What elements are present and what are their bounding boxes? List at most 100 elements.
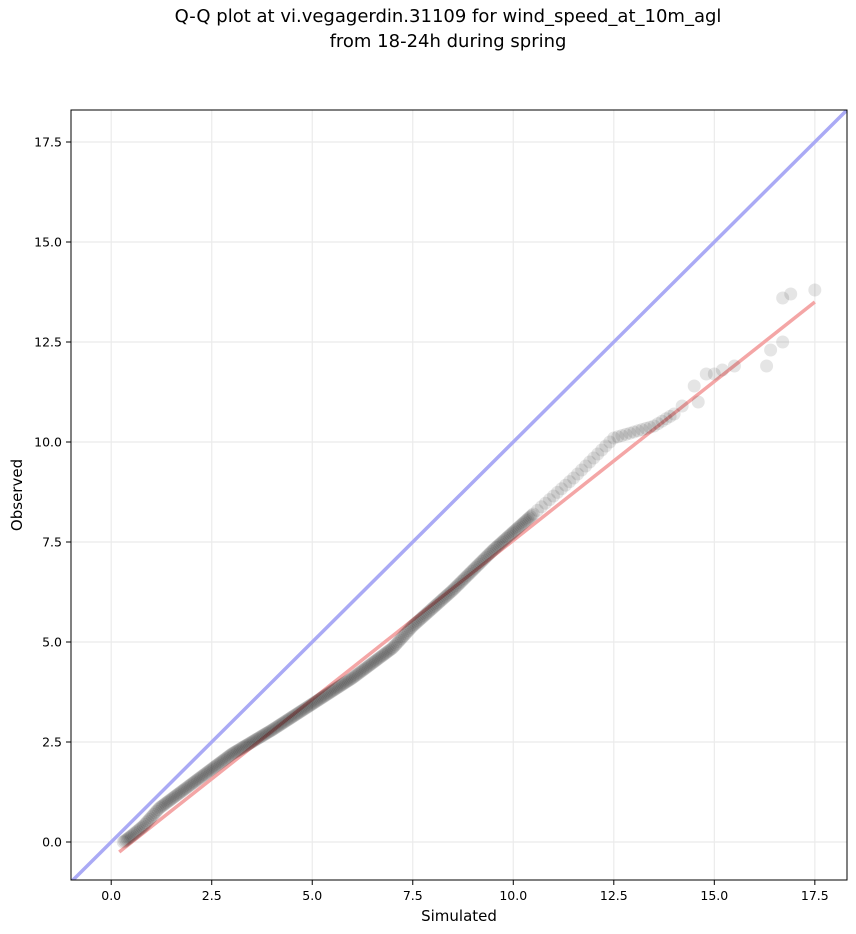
qq-point xyxy=(493,537,507,551)
qq-point xyxy=(119,833,133,847)
qq-point xyxy=(295,704,309,717)
qq-point xyxy=(216,753,230,767)
qq-point xyxy=(513,519,527,533)
qq-point xyxy=(210,758,224,772)
qq-point xyxy=(354,665,368,679)
qq-point xyxy=(223,748,237,762)
qq-point xyxy=(256,728,270,742)
qq-point xyxy=(130,824,144,838)
qq-point xyxy=(348,669,362,683)
x-tick-label: 12.5 xyxy=(600,888,628,903)
qq-point xyxy=(221,750,235,764)
reference-lines xyxy=(71,110,847,880)
qq-point xyxy=(170,788,184,802)
qq-point xyxy=(453,576,467,590)
identity-line xyxy=(71,110,847,880)
qq-point xyxy=(587,451,601,465)
qq-point xyxy=(393,633,407,647)
qq-point xyxy=(575,463,589,477)
qq-point xyxy=(158,797,172,811)
qq-point xyxy=(244,736,257,750)
qq-point xyxy=(327,683,341,697)
qq-point xyxy=(266,722,280,736)
qq-point xyxy=(456,573,470,587)
qq-point xyxy=(615,429,629,443)
qq-point xyxy=(419,607,433,621)
qq-point xyxy=(233,742,247,756)
qq-point xyxy=(195,770,209,783)
y-axis-label: Observed xyxy=(8,459,26,531)
grid-lines xyxy=(71,110,847,880)
qq-point xyxy=(147,808,161,822)
x-tick-label: 7.5 xyxy=(403,888,423,903)
qq-point xyxy=(171,787,185,801)
qq-point xyxy=(403,622,417,636)
x-tick-label: 10.0 xyxy=(499,888,527,903)
qq-point xyxy=(483,546,497,560)
qq-point xyxy=(129,825,143,839)
qq-point xyxy=(407,618,421,632)
qq-point xyxy=(699,367,713,381)
qq-point xyxy=(148,806,162,820)
qq-point xyxy=(373,651,387,665)
qq-point xyxy=(366,656,380,670)
qq-point xyxy=(394,632,408,646)
qq-point xyxy=(490,539,504,553)
qq-point xyxy=(462,567,476,581)
qq-point xyxy=(506,525,520,539)
qq-point xyxy=(399,627,413,641)
qq-point xyxy=(406,619,420,633)
qq-point xyxy=(473,556,487,570)
qq-point xyxy=(623,426,637,440)
qq-point xyxy=(312,692,326,706)
qq-point xyxy=(291,706,305,720)
qq-point xyxy=(412,614,426,628)
qq-point xyxy=(416,610,430,624)
qq-point xyxy=(555,482,569,496)
qq-point xyxy=(258,727,272,741)
x-axis-ticks: 0.0 2.5 5.0 7.5 10.0 12.5 15.0 17.5 xyxy=(101,880,829,903)
qq-point xyxy=(427,600,441,614)
qq-point xyxy=(297,703,311,717)
y-tick-label: 12.5 xyxy=(34,335,62,350)
qq-point xyxy=(384,642,398,656)
qq-point xyxy=(479,550,493,564)
qq-point xyxy=(511,521,525,535)
qq-point xyxy=(583,455,597,469)
qq-point xyxy=(389,638,403,652)
qq-point xyxy=(546,489,560,503)
qq-point xyxy=(386,641,400,655)
plot-frame xyxy=(70,109,848,881)
qq-point xyxy=(182,779,196,793)
qq-point xyxy=(619,427,633,441)
qq-point xyxy=(163,793,177,807)
qq-point xyxy=(288,708,302,722)
qq-point xyxy=(383,643,397,657)
qq-point xyxy=(248,733,262,747)
qq-point xyxy=(203,763,217,777)
qq-point xyxy=(305,697,319,711)
qq-point xyxy=(239,738,253,752)
qq-point xyxy=(330,681,344,695)
qq-point xyxy=(173,786,187,800)
qq-point xyxy=(515,517,529,531)
qq-point xyxy=(275,717,289,730)
qq-point xyxy=(478,552,492,566)
qq-point xyxy=(423,604,437,618)
qq-point xyxy=(301,700,315,714)
qq-point xyxy=(232,743,246,757)
qq-point xyxy=(315,691,329,704)
qq-point xyxy=(321,687,335,701)
qq-point xyxy=(179,781,193,795)
qq-point xyxy=(139,816,153,830)
y-axis-ticks: 0.0 2.5 5.0 7.5 10.0 12.5 15.0 17.5 xyxy=(34,135,71,850)
qq-point xyxy=(524,510,538,524)
y-tick-label: 0.0 xyxy=(42,835,62,850)
qq-point xyxy=(167,790,181,804)
qq-point xyxy=(599,439,613,453)
qq-point xyxy=(199,766,213,780)
qq-point xyxy=(591,447,605,461)
qq-point xyxy=(298,702,312,716)
qq-point xyxy=(603,435,617,449)
